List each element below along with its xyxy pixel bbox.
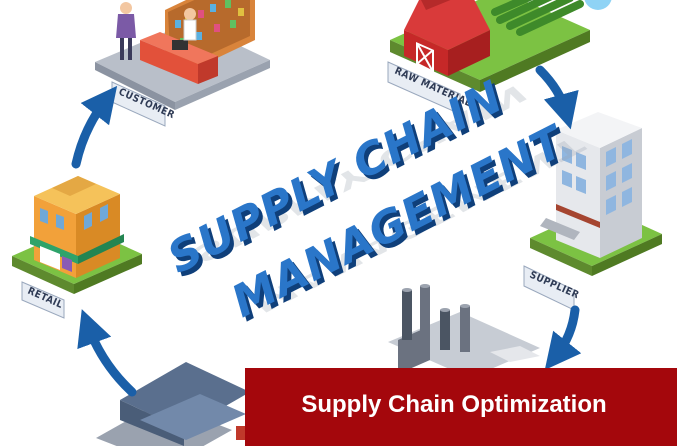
- customer-shop-illustration: CUSTOMER: [95, 0, 270, 127]
- arrow-supplier-to-factory: [544, 305, 582, 371]
- arrow-raw-to-supplier: [535, 65, 579, 130]
- supplier-building-illustration: SUPPLIER: [523, 112, 662, 311]
- retail-store-illustration: RETAIL: [12, 176, 142, 319]
- caption-banner: Supply Chain Optimization: [245, 368, 677, 446]
- arrow-warehouse-to-retail: [77, 309, 137, 397]
- flow-arrows: [71, 65, 582, 397]
- warehouse-illustration: [96, 362, 250, 446]
- raw-material-farm-illustration: RAW MATERIAL: [387, 0, 612, 115]
- title-lettering: SUPPLY CHAIN MANAGEMENT SUPPLY CHAIN MAN…: [160, 71, 590, 332]
- caption-banner-text: Supply Chain Optimization: [301, 391, 607, 418]
- factory-illustration: [388, 284, 540, 378]
- arrow-retail-to-customer: [71, 85, 118, 169]
